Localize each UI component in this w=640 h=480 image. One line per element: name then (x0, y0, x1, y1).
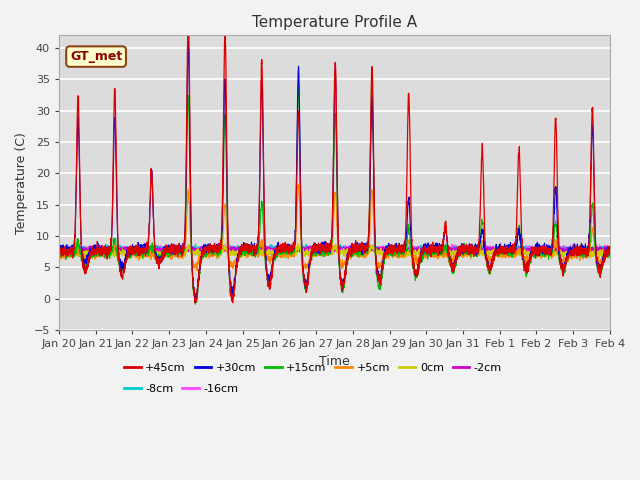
+45cm (267, 281, 275, 287)
-16cm (171, 241, 179, 247)
0cm (221, 240, 229, 246)
-8cm (86, 252, 94, 258)
0cm (55, 250, 63, 255)
+5cm (606, 253, 614, 259)
0cm (150, 247, 158, 252)
+45cm (150, 244, 158, 250)
+5cm (536, 252, 544, 257)
-8cm (102, 241, 109, 247)
0cm (267, 249, 275, 255)
+45cm (536, 244, 544, 250)
+30cm (536, 246, 544, 252)
+5cm (294, 182, 302, 188)
+15cm (368, 79, 376, 85)
Line: -16cm: -16cm (59, 244, 610, 252)
Line: -2cm: -2cm (59, 245, 610, 254)
+45cm (606, 249, 614, 255)
-2cm (118, 250, 125, 255)
0cm (264, 255, 271, 261)
-16cm (536, 246, 544, 252)
Line: -8cm: -8cm (59, 244, 610, 255)
-16cm (596, 245, 604, 251)
Text: GT_met: GT_met (70, 50, 122, 63)
-8cm (267, 245, 275, 251)
+30cm (192, 297, 200, 303)
+15cm (266, 274, 274, 280)
-8cm (55, 248, 63, 253)
-2cm (520, 252, 528, 257)
Legend: -8cm, -16cm: -8cm, -16cm (120, 379, 243, 398)
Line: +5cm: +5cm (59, 185, 610, 271)
0cm (596, 249, 604, 255)
+45cm (184, 12, 192, 17)
-2cm (55, 248, 63, 254)
-8cm (536, 246, 544, 252)
+5cm (291, 247, 298, 253)
+45cm (118, 272, 125, 278)
-16cm (291, 246, 298, 252)
+15cm (150, 251, 158, 256)
-2cm (266, 245, 274, 251)
+5cm (118, 266, 125, 272)
-8cm (151, 246, 159, 252)
+30cm (267, 273, 275, 279)
-16cm (606, 245, 614, 251)
+45cm (191, 300, 199, 306)
+5cm (596, 260, 604, 266)
+15cm (191, 301, 199, 307)
Line: +15cm: +15cm (59, 82, 610, 304)
Y-axis label: Temperature (C): Temperature (C) (15, 132, 28, 234)
-16cm (150, 243, 158, 249)
-8cm (291, 245, 298, 251)
+5cm (193, 268, 201, 274)
0cm (291, 250, 298, 255)
X-axis label: Time: Time (319, 355, 350, 368)
0cm (536, 252, 544, 258)
-8cm (118, 247, 126, 252)
+30cm (184, 39, 192, 45)
-8cm (596, 247, 604, 253)
Line: 0cm: 0cm (59, 243, 610, 258)
-16cm (118, 245, 125, 251)
0cm (118, 252, 125, 258)
+30cm (118, 258, 125, 264)
-2cm (291, 246, 298, 252)
-2cm (606, 247, 614, 253)
-16cm (55, 246, 63, 252)
+15cm (536, 250, 544, 256)
+5cm (266, 255, 274, 261)
Line: +45cm: +45cm (59, 14, 610, 303)
-2cm (596, 247, 604, 252)
-8cm (606, 246, 614, 252)
+30cm (596, 264, 604, 269)
+45cm (596, 266, 604, 272)
+15cm (118, 266, 125, 272)
Line: +30cm: +30cm (59, 42, 610, 300)
+15cm (55, 252, 63, 258)
Title: Temperature Profile A: Temperature Profile A (252, 15, 417, 30)
-16cm (221, 249, 228, 254)
+30cm (606, 249, 614, 254)
+15cm (596, 266, 604, 272)
+15cm (606, 246, 614, 252)
-2cm (150, 248, 158, 253)
-16cm (267, 243, 275, 249)
+45cm (291, 241, 298, 247)
0cm (606, 250, 614, 256)
+5cm (55, 252, 63, 258)
+5cm (150, 253, 158, 259)
+15cm (291, 247, 298, 252)
-2cm (536, 248, 544, 254)
+30cm (150, 236, 158, 241)
+30cm (291, 238, 298, 244)
+45cm (55, 248, 63, 253)
-2cm (313, 242, 321, 248)
+30cm (55, 246, 63, 252)
